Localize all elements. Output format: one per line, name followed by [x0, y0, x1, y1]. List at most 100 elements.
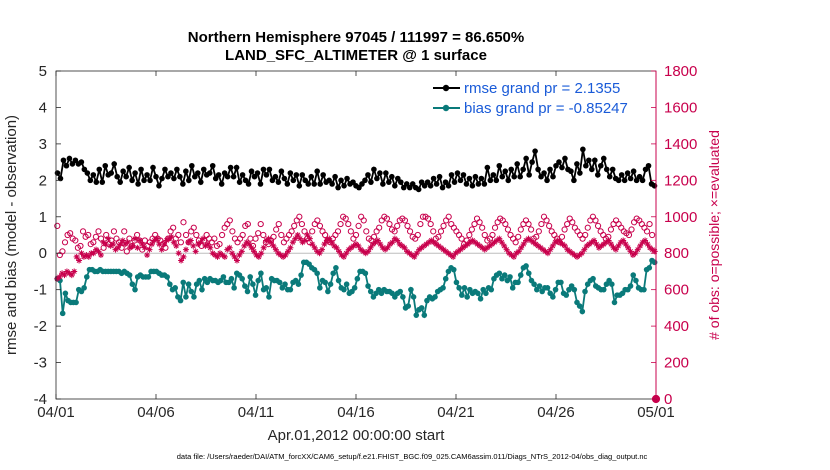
series-2-point: [479, 224, 486, 231]
series-3-point: [532, 241, 539, 248]
series-0-point: [159, 175, 165, 182]
series-2-point: [288, 228, 295, 235]
series-0-point: [383, 170, 389, 176]
series-3-point: [265, 235, 272, 242]
series-3-point: [486, 242, 493, 249]
series-3-point: [107, 242, 114, 249]
series-0-point: [120, 168, 126, 175]
series-1-point: [408, 286, 414, 293]
series-0-point: [317, 181, 323, 187]
series-3-point: [642, 237, 649, 244]
series-3-point: [340, 253, 347, 260]
y-tick-label: 5: [39, 63, 47, 80]
series-3-point: [56, 273, 63, 280]
series-3-point: [617, 239, 624, 246]
series-2-point: [466, 231, 473, 239]
chart-title-line-1: Northern Hemisphere 97045 / 111997 = 86.…: [188, 29, 524, 46]
series-0-point: [236, 179, 243, 185]
legend-marker-rmse: [442, 84, 450, 92]
series-3-point: [328, 239, 335, 246]
series-3-point: [156, 241, 163, 248]
series-0-point: [481, 181, 488, 187]
series-3-point: [331, 242, 338, 249]
series-3-point: [236, 252, 243, 259]
series-3-point: [372, 239, 379, 246]
series-3-point: [457, 246, 464, 253]
series-3-point: [187, 237, 194, 244]
series-1-point: [515, 279, 521, 286]
series-3-point: [389, 239, 396, 246]
series-1-point: [450, 266, 457, 273]
series-0-point: [63, 162, 70, 169]
series-1-point: [180, 279, 187, 286]
series-3-point: [501, 242, 508, 249]
axes-group: 04/01 04/06 04/11 04/16 04/21 04/26 05/01 -4 -3 -…: [34, 63, 698, 421]
series-1-point: [576, 303, 583, 309]
series-1-point: [456, 285, 462, 291]
series-3-point: [445, 250, 452, 257]
series-2-point: [528, 226, 535, 233]
series-0-point: [606, 173, 613, 180]
series-1-point: [129, 281, 136, 288]
series-1-point: [600, 286, 607, 293]
series-2-point: [376, 224, 383, 231]
series-0-point: [215, 172, 222, 178]
series-1-point: [609, 281, 615, 288]
series-0-point: [129, 177, 135, 184]
x-tick-label: 04/21: [437, 404, 475, 421]
series-1-point: [432, 294, 438, 300]
series-2-point: [546, 222, 553, 229]
series-3-point: [180, 253, 187, 260]
series-0-point: [600, 155, 607, 162]
series-3-point: [459, 244, 466, 251]
series-1-point: [400, 294, 406, 300]
series-3-point: [280, 253, 287, 260]
series-1-point: [397, 288, 403, 295]
series-1-point: [263, 285, 270, 291]
series-3-point: [544, 250, 551, 257]
series-3-point: [122, 241, 129, 248]
series-1-point: [341, 286, 347, 293]
series-3-point: [476, 242, 483, 249]
series-0-point: [224, 173, 231, 180]
series-2-point: [296, 213, 303, 220]
series-2-point: [110, 228, 118, 235]
y-right-tick-label: 1400: [664, 136, 697, 153]
series-0-point: [233, 164, 240, 171]
series-3-point: [510, 253, 517, 260]
series-1-point: [196, 277, 203, 284]
series-3-point: [399, 242, 406, 249]
series-2-point: [309, 228, 316, 235]
series-0-point: [344, 175, 350, 182]
series-3-point: [561, 242, 568, 249]
series-0-point: [162, 166, 168, 173]
series-3-point: [323, 237, 330, 244]
series-0-point: [484, 164, 491, 171]
series-3-point: [637, 242, 644, 249]
series-0-point: [514, 161, 520, 167]
y-tick-label: 4: [39, 99, 47, 116]
series-3-point: [294, 232, 301, 238]
series-1-point: [550, 294, 556, 300]
series-3-point: [605, 237, 612, 244]
series-0-point: [415, 186, 422, 193]
series-3-point: [433, 241, 440, 248]
series-3-point: [581, 246, 588, 253]
series-2-point: [342, 215, 349, 222]
y-right-tick-label: 1200: [664, 172, 697, 189]
series-0-point: [380, 181, 386, 187]
series-1-point: [641, 286, 647, 293]
series-3-point: [190, 242, 197, 249]
series-3-point: [608, 241, 615, 248]
legend-label-rmse: rmse grand pr = 2.1355: [464, 80, 620, 97]
series-3-point: [506, 250, 513, 257]
series-1-point: [477, 295, 484, 302]
series-3-point: [165, 235, 172, 242]
series-2-point: [123, 248, 130, 255]
series-1-point: [322, 279, 328, 286]
series-1-point: [282, 281, 288, 288]
series-1-point: [343, 281, 350, 288]
series-1-point: [295, 281, 302, 288]
series-3-point: [105, 235, 112, 242]
series-0-point: [126, 164, 132, 171]
